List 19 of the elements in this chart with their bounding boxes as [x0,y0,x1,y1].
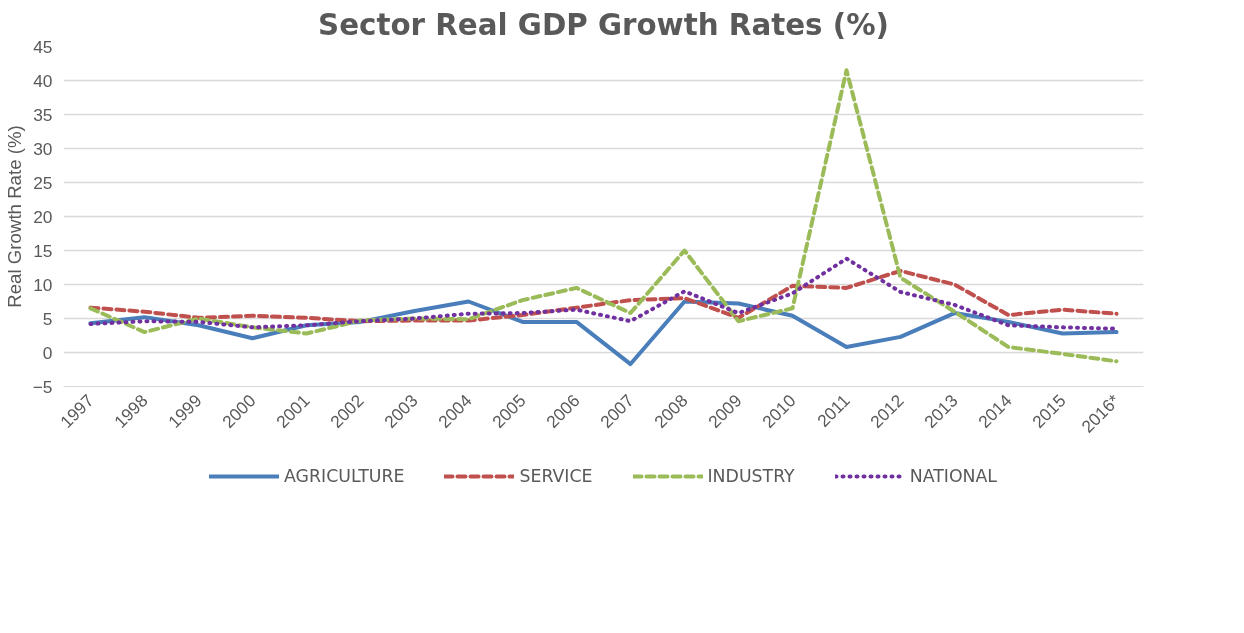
line-series [88,268,1119,324]
y-tick-label: 10 [33,274,53,295]
y-tick-label: 5 [42,308,53,329]
legend-label: INDUSTRY [707,466,795,486]
y-tick-label: 15 [33,240,53,261]
legend-label: SERVICE [519,466,593,486]
y-axis-title: Real Growth Rate (%) [3,125,25,308]
y-tick-label: 30 [33,138,53,159]
y-tick-label: 20 [33,206,53,227]
line-series [88,68,1119,364]
y-tick-label: −5 [32,376,53,397]
y-tick-label: 25 [33,172,53,193]
legend-label: NATIONAL [909,466,997,486]
y-tick-label: 0 [42,342,53,363]
y-tick-label: 40 [33,70,53,91]
legend-label: AGRICULTURE [284,466,405,486]
y-tick-label: 45 [33,36,53,57]
chart-title: Sector Real GDP Growth Rates (%) [318,7,889,42]
y-tick-label: 35 [33,104,53,125]
